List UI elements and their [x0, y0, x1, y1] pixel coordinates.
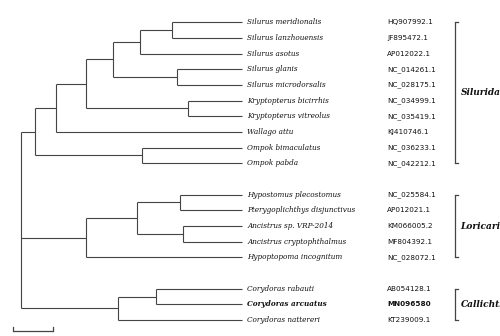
Text: NC_042212.1: NC_042212.1 — [388, 160, 436, 167]
Text: Silurus glanis: Silurus glanis — [248, 65, 298, 73]
Text: NC_035419.1: NC_035419.1 — [388, 113, 436, 120]
Text: Silurus asotus: Silurus asotus — [248, 49, 300, 57]
Text: Silurus lanzhouensis: Silurus lanzhouensis — [248, 34, 324, 42]
Text: NC_028175.1: NC_028175.1 — [388, 82, 436, 88]
Text: NC_014261.1: NC_014261.1 — [388, 66, 436, 73]
Text: Hypostomus plecostomus: Hypostomus plecostomus — [248, 191, 341, 199]
Text: AB054128.1: AB054128.1 — [388, 286, 432, 292]
Text: Corydoras rabauti: Corydoras rabauti — [248, 285, 314, 293]
Text: Corydoras nattereri: Corydoras nattereri — [248, 316, 320, 324]
Text: NC_025584.1: NC_025584.1 — [388, 191, 436, 198]
Text: NC_036233.1: NC_036233.1 — [388, 144, 436, 151]
Text: Ancistrus sp. VRP-2014: Ancistrus sp. VRP-2014 — [248, 222, 334, 230]
Text: KM066005.2: KM066005.2 — [388, 223, 433, 229]
Text: Wallago attu: Wallago attu — [248, 128, 294, 136]
Text: KJ410746.1: KJ410746.1 — [388, 129, 429, 135]
Text: Silurus meridionalis: Silurus meridionalis — [248, 18, 322, 26]
Text: JF895472.1: JF895472.1 — [388, 35, 428, 41]
Text: NC_034999.1: NC_034999.1 — [388, 97, 436, 104]
Text: Ancistrus cryptophthalmus: Ancistrus cryptophthalmus — [248, 238, 346, 246]
Text: MN096580: MN096580 — [388, 301, 431, 307]
Text: Callichthyidae: Callichthyidae — [460, 300, 500, 309]
Text: Silurus microdorsalis: Silurus microdorsalis — [248, 81, 326, 89]
Text: HQ907992.1: HQ907992.1 — [388, 19, 433, 25]
Text: Ompok pabda: Ompok pabda — [248, 159, 298, 167]
Text: AP012021.1: AP012021.1 — [388, 207, 432, 213]
Text: AP012022.1: AP012022.1 — [388, 50, 432, 56]
Text: Pterygoplichthys disjunctivus: Pterygoplichthys disjunctivus — [248, 206, 356, 214]
Text: Hypoptopoma incognitum: Hypoptopoma incognitum — [248, 253, 342, 261]
Text: Ompok bimaculatus: Ompok bimaculatus — [248, 143, 320, 152]
Text: MF804392.1: MF804392.1 — [388, 239, 432, 245]
Text: NC_028072.1: NC_028072.1 — [388, 254, 436, 261]
Text: Siluridae: Siluridae — [460, 88, 500, 97]
Text: Corydoras arcuatus: Corydoras arcuatus — [248, 300, 327, 308]
Text: Kryptopterus vitreolus: Kryptopterus vitreolus — [248, 112, 330, 120]
Text: KT239009.1: KT239009.1 — [388, 317, 430, 323]
Text: Kryptopterus bicirrhis: Kryptopterus bicirrhis — [248, 96, 329, 104]
Text: Loricariidae: Loricariidae — [460, 221, 500, 230]
